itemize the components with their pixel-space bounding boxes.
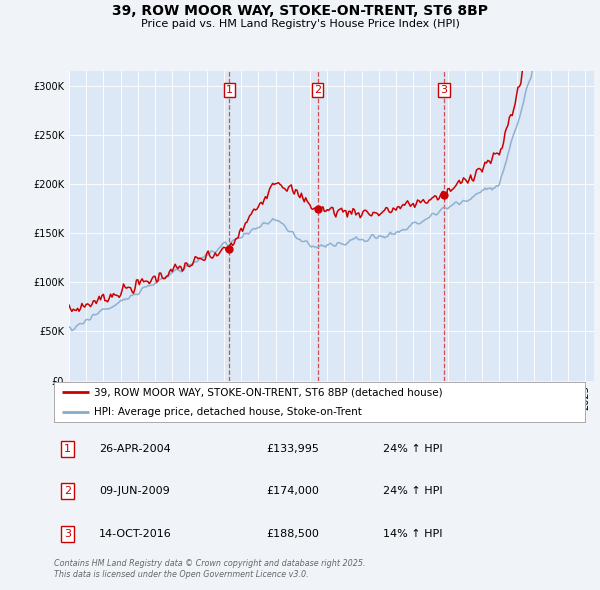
Text: 3: 3 [440, 85, 448, 95]
Text: 14-OCT-2016: 14-OCT-2016 [99, 529, 172, 539]
Text: Contains HM Land Registry data © Crown copyright and database right 2025.
This d: Contains HM Land Registry data © Crown c… [54, 559, 365, 579]
Text: 09-JUN-2009: 09-JUN-2009 [99, 486, 170, 496]
Text: HPI: Average price, detached house, Stoke-on-Trent: HPI: Average price, detached house, Stok… [94, 407, 362, 417]
Text: £188,500: £188,500 [266, 529, 319, 539]
Text: 2: 2 [314, 85, 321, 95]
Text: 2: 2 [64, 486, 71, 496]
Text: £133,995: £133,995 [266, 444, 319, 454]
Text: £174,000: £174,000 [266, 486, 319, 496]
Text: 39, ROW MOOR WAY, STOKE-ON-TRENT, ST6 8BP: 39, ROW MOOR WAY, STOKE-ON-TRENT, ST6 8B… [112, 4, 488, 18]
Text: 1: 1 [226, 85, 233, 95]
Text: 1: 1 [64, 444, 71, 454]
Text: 24% ↑ HPI: 24% ↑ HPI [383, 444, 443, 454]
Text: Price paid vs. HM Land Registry's House Price Index (HPI): Price paid vs. HM Land Registry's House … [140, 19, 460, 30]
Text: 26-APR-2004: 26-APR-2004 [99, 444, 171, 454]
Text: 3: 3 [64, 529, 71, 539]
Text: 24% ↑ HPI: 24% ↑ HPI [383, 486, 443, 496]
Text: 14% ↑ HPI: 14% ↑ HPI [383, 529, 443, 539]
Text: 39, ROW MOOR WAY, STOKE-ON-TRENT, ST6 8BP (detached house): 39, ROW MOOR WAY, STOKE-ON-TRENT, ST6 8B… [94, 387, 442, 397]
